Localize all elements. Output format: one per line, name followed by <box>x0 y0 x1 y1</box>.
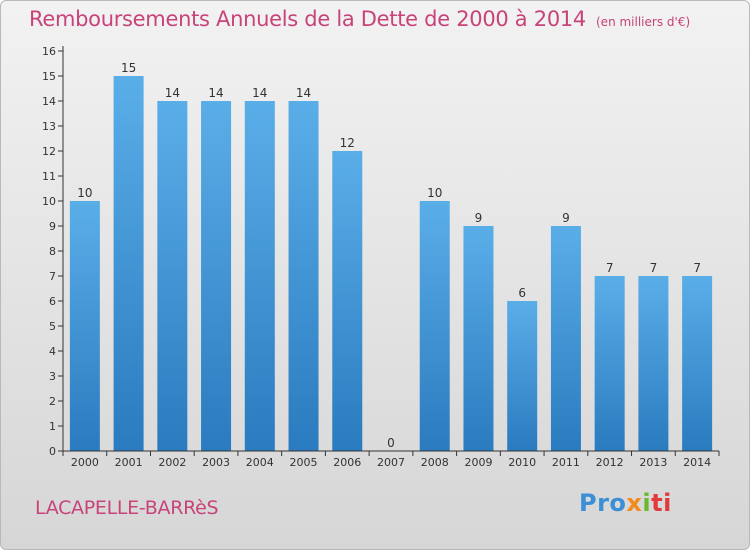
y-tick-label: 14 <box>42 95 56 108</box>
y-tick-label: 13 <box>42 120 56 133</box>
y-tick-label: 9 <box>49 220 56 233</box>
bar-2005 <box>288 101 319 451</box>
x-tick-label-2000: 2000 <box>71 456 99 469</box>
chart-header: Remboursements Annuels de la Dette de 20… <box>29 7 690 31</box>
value-label-2012: 7 <box>606 261 614 275</box>
proxiti-logo: Proxiti <box>579 489 672 517</box>
y-tick-label: 12 <box>42 145 56 158</box>
chart-title: Remboursements Annuels de la Dette de 20… <box>29 7 586 31</box>
x-tick-label-2013: 2013 <box>639 456 667 469</box>
value-label-2008: 10 <box>427 186 442 200</box>
value-label-2009: 9 <box>475 211 483 225</box>
bar-2004 <box>244 101 275 451</box>
x-tick-label-2007: 2007 <box>377 456 405 469</box>
value-label-2010: 6 <box>518 286 526 300</box>
x-tick-label-2014: 2014 <box>683 456 711 469</box>
value-label-2003: 14 <box>208 86 223 100</box>
value-label-2004: 14 <box>252 86 267 100</box>
y-tick-label: 16 <box>42 45 56 58</box>
bar-2010 <box>507 301 538 451</box>
bar-2013 <box>638 276 669 451</box>
bar-2003 <box>201 101 232 451</box>
value-label-2006: 12 <box>340 136 355 150</box>
value-label-2000: 10 <box>77 186 92 200</box>
bar-2002 <box>157 101 188 451</box>
y-tick-label: 6 <box>49 295 56 308</box>
y-tick-label: 10 <box>42 195 56 208</box>
x-tick-label-2010: 2010 <box>508 456 536 469</box>
bar-2011 <box>550 226 581 451</box>
x-tick-label-2011: 2011 <box>552 456 580 469</box>
x-tick-label-2001: 2001 <box>115 456 143 469</box>
y-tick-label: 8 <box>49 245 56 258</box>
value-label-2014: 7 <box>693 261 701 275</box>
bar-2001 <box>113 76 144 451</box>
value-label-2005: 14 <box>296 86 311 100</box>
chart-unit: (en milliers d'€) <box>596 15 691 29</box>
y-tick-label: 7 <box>49 270 56 283</box>
x-tick-label-2003: 2003 <box>202 456 230 469</box>
x-tick-label-2005: 2005 <box>290 456 318 469</box>
bar-2012 <box>594 276 625 451</box>
bar-2006 <box>332 151 363 451</box>
y-tick-label: 2 <box>49 395 56 408</box>
bar-2014 <box>682 276 713 451</box>
value-label-2001: 15 <box>121 61 136 75</box>
y-tick-label: 3 <box>49 370 56 383</box>
bar-2000 <box>69 201 100 451</box>
y-tick-label: 11 <box>42 170 56 183</box>
x-tick-label-2009: 2009 <box>464 456 492 469</box>
value-label-2013: 7 <box>650 261 658 275</box>
x-tick-label-2006: 2006 <box>333 456 361 469</box>
y-tick-label: 15 <box>42 70 56 83</box>
commune-name: LACAPELLE-BARRèS <box>35 497 219 519</box>
bars-group: 10 15 14 14 14 14 12 0 10 9 6 9 7 7 7 <box>69 61 713 451</box>
y-tick-label: 1 <box>49 420 56 433</box>
y-tick-label: 0 <box>49 445 56 458</box>
bar-2008 <box>419 201 450 451</box>
x-tick-label-2008: 2008 <box>421 456 449 469</box>
x-tick-label-2012: 2012 <box>596 456 624 469</box>
bar-2009 <box>463 226 494 451</box>
value-label-2002: 14 <box>165 86 180 100</box>
y-tick-label: 4 <box>49 345 56 358</box>
value-label-2011: 9 <box>562 211 570 225</box>
x-tick-label-2004: 2004 <box>246 456 274 469</box>
y-tick-label: 5 <box>49 320 56 333</box>
value-label-2007: 0 <box>387 436 395 450</box>
x-tick-label-2002: 2002 <box>158 456 186 469</box>
